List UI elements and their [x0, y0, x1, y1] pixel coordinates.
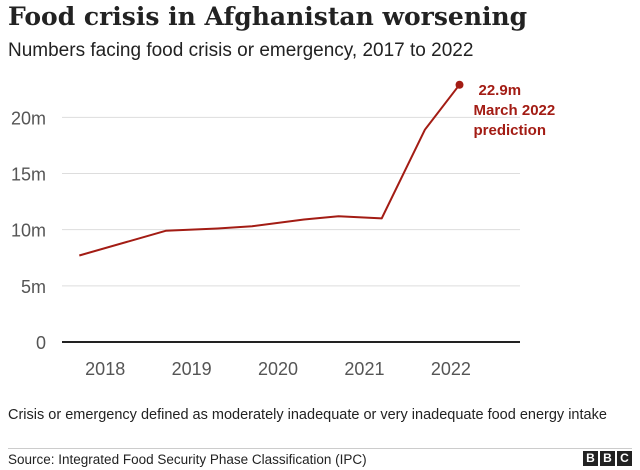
- logo-letter: B: [600, 451, 615, 466]
- definition-note: Crisis or emergency defined as moderatel…: [8, 407, 607, 423]
- chart-subtitle: Numbers facing food crisis or emergency,…: [8, 40, 474, 61]
- footer-divider: [8, 448, 632, 449]
- data-label: prediction: [474, 122, 547, 139]
- data-label: March 2022: [474, 102, 556, 119]
- source-text: Source: Integrated Food Security Phase C…: [8, 452, 367, 467]
- line-chart: 0 5m 10m 15m 20m 2018 2019 2020 2021 2022 22.9m Mar…: [11, 80, 556, 379]
- logo-letter: C: [617, 451, 632, 466]
- data-label: 22.9m: [479, 82, 522, 99]
- x-tick-label: 2022: [431, 359, 471, 379]
- x-tick-label: 2020: [258, 359, 298, 379]
- y-tick-label: 15m: [11, 164, 46, 184]
- data-point: [455, 80, 464, 89]
- bbc-logo: B B C: [583, 451, 632, 466]
- y-tick-label: 5m: [21, 277, 46, 297]
- series-line: [79, 84, 461, 257]
- y-tick-label: 10m: [11, 221, 46, 241]
- logo-letter: B: [583, 451, 598, 466]
- y-tick-label: 20m: [11, 108, 46, 128]
- chart-title: Food crisis in Afghanistan worsening: [8, 2, 528, 31]
- x-tick-label: 2019: [172, 359, 212, 379]
- y-tick-label: 0: [36, 333, 46, 353]
- x-tick-label: 2021: [344, 359, 384, 379]
- x-tick-label: 2018: [85, 359, 125, 379]
